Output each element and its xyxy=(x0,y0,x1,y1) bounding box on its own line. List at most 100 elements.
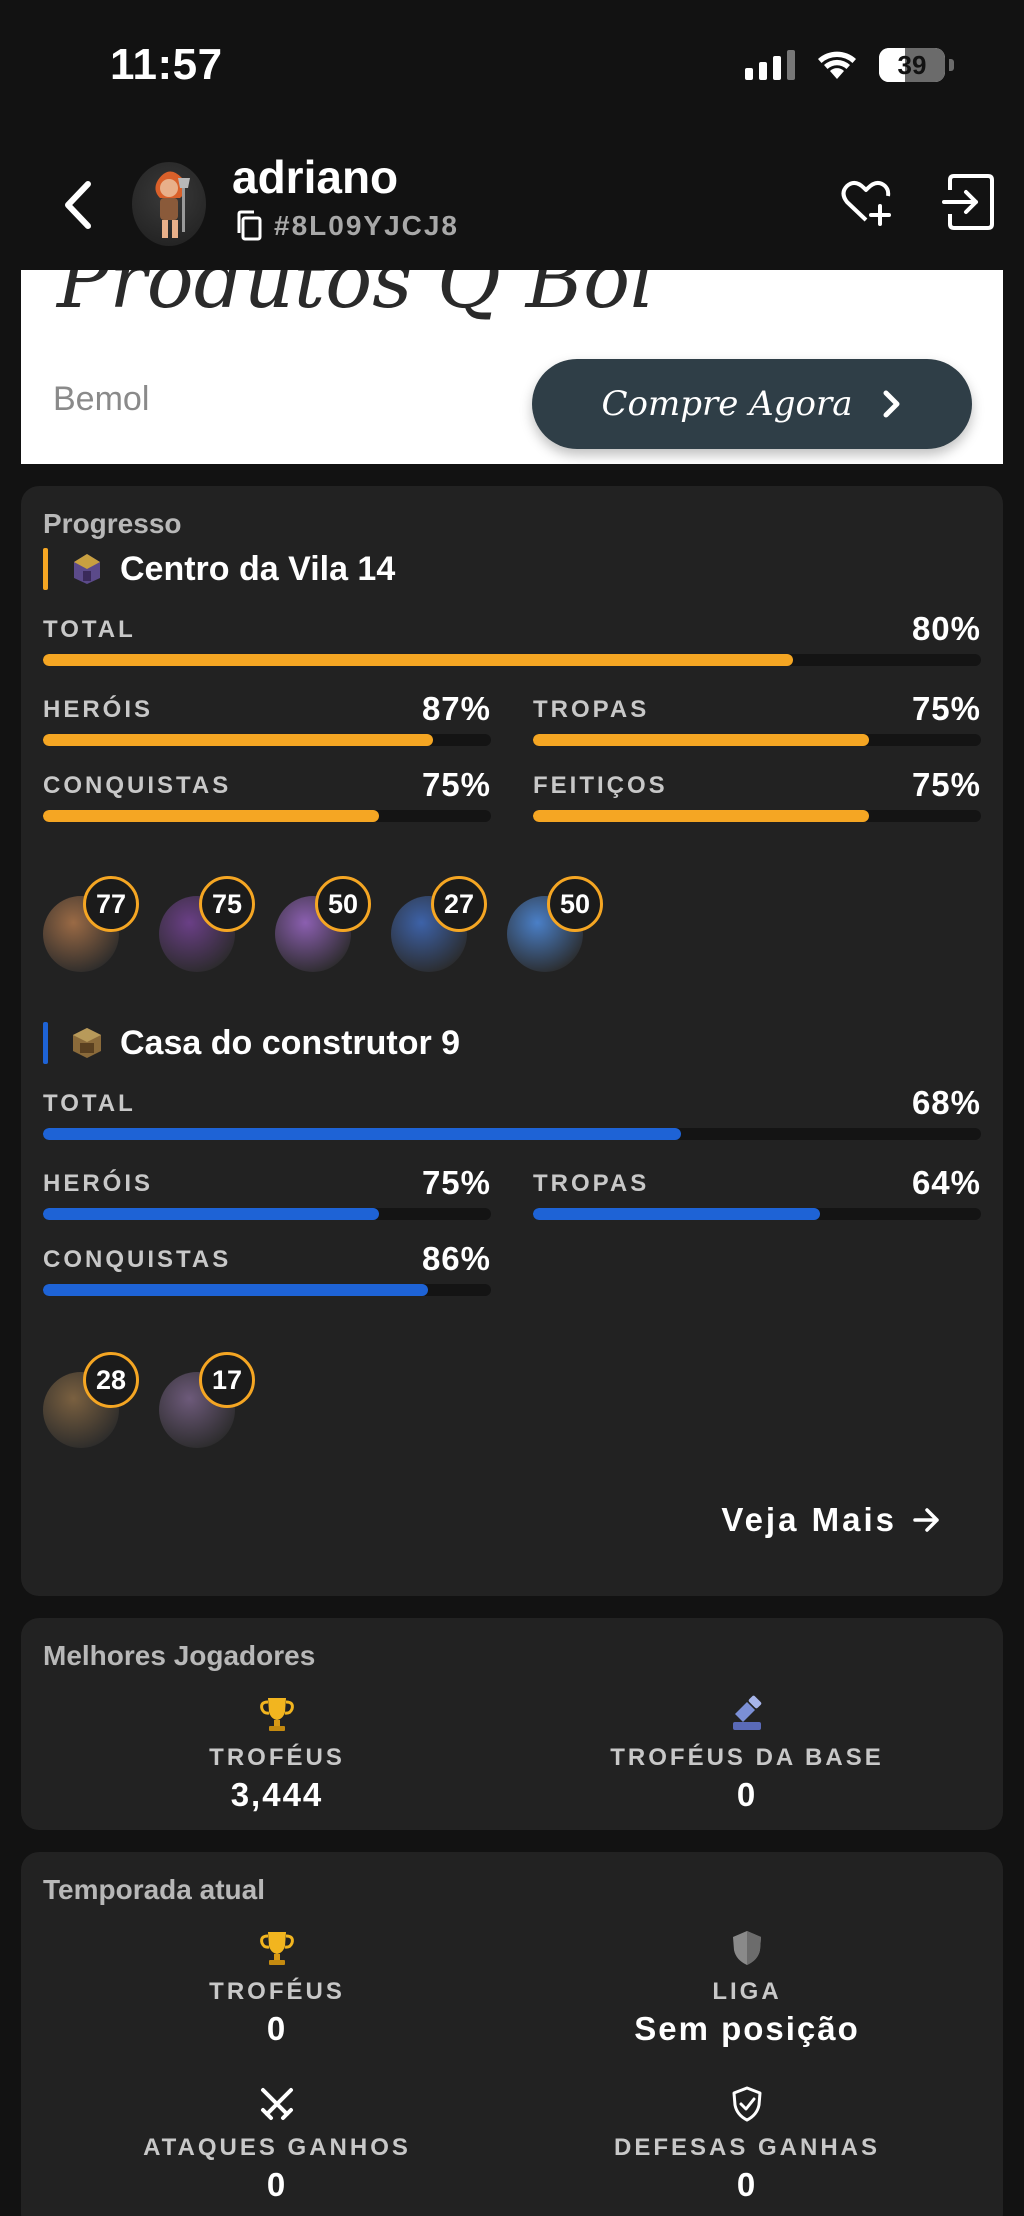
hero-grand-warden[interactable]: 50 xyxy=(275,876,391,976)
ad-banner[interactable]: Produtos Q Bol Bemol Compre Agora xyxy=(21,270,1003,464)
hero-level-badge: 28 xyxy=(83,1352,139,1408)
status-bar: 11:57 39 xyxy=(0,0,1024,140)
avatar xyxy=(132,162,206,246)
tropas-progress-fill xyxy=(533,1208,820,1220)
season-trophies-value: 0 xyxy=(266,2010,288,2047)
herois-progress-bar xyxy=(43,734,491,746)
hero-battle-copter[interactable]: 17 xyxy=(159,1352,275,1452)
best-trophies-stat: TROFÉUS 3,444 xyxy=(67,1694,487,1814)
wifi-icon xyxy=(818,51,856,79)
tropas-progress-bar xyxy=(533,734,981,746)
hero-level-badge: 77 xyxy=(83,876,139,932)
defenses-won-value: 0 xyxy=(736,2166,758,2203)
conquistas-progress-fill xyxy=(43,810,379,822)
conquistas-value: 86% xyxy=(421,1240,491,1277)
best-players-title: Melhores Jogadores xyxy=(43,1640,316,1671)
total-progress-bar xyxy=(43,1128,981,1140)
hero-level-badge: 50 xyxy=(315,876,371,932)
trophy-icon xyxy=(260,1698,294,1731)
builder-trophy-icon xyxy=(733,1695,762,1730)
tropas-label: TROPAS xyxy=(533,1170,650,1197)
best-builder-trophies-stat: TROFÉUS DA BASE 0 xyxy=(537,1694,957,1814)
herois-progress-fill xyxy=(43,1208,379,1220)
hero-barbarian-king[interactable]: 77 xyxy=(43,876,159,976)
tropas-progress-bar xyxy=(533,1208,981,1220)
status-icons: 39 xyxy=(745,48,954,82)
herois-progress-fill xyxy=(43,734,433,746)
feiticos-label: FEITIÇOS xyxy=(533,772,668,799)
herois-label: HERÓIS xyxy=(43,1170,154,1197)
attacks-won-stat: ATAQUES GANHOS 0 xyxy=(67,2084,487,2204)
town-hall-icon xyxy=(74,554,100,584)
attacks-won-label: ATAQUES GANHOS xyxy=(143,2134,411,2161)
conquistas-label: CONQUISTAS xyxy=(43,772,232,799)
builder-hall-icon xyxy=(73,1028,101,1058)
builder-hall-header: Casa do construtor 9 xyxy=(43,1022,460,1064)
tropas-progress-fill xyxy=(533,734,869,746)
season-league-value: Sem posição xyxy=(634,2010,860,2047)
defenses-won-stat: DEFESAS GANHAS 0 xyxy=(537,2084,957,2204)
attacks-won-value: 0 xyxy=(266,2166,288,2203)
best-trophies-value: 3,444 xyxy=(230,1776,324,1813)
logout-icon[interactable] xyxy=(940,172,998,232)
hero-level-badge: 50 xyxy=(547,876,603,932)
see-more-link[interactable]: Veja Mais xyxy=(721,1501,941,1539)
season-trophies-stat: TROFÉUS 0 xyxy=(67,1928,487,2048)
battery-icon: 39 xyxy=(879,48,945,82)
hero-level-badge: 75 xyxy=(199,876,255,932)
hero-level-badge: 17 xyxy=(199,1352,255,1408)
section-accent-bar xyxy=(43,1022,48,1064)
season-league-stat: LIGA Sem posição xyxy=(537,1928,957,2048)
herois-label: HERÓIS xyxy=(43,696,154,723)
hero-archer-queen[interactable]: 75 xyxy=(159,876,275,976)
total-value: 68% xyxy=(911,1084,981,1121)
hero-royal-champion[interactable]: 27 xyxy=(391,876,507,976)
ad-brand: Bemol xyxy=(53,380,150,418)
herois-value: 75% xyxy=(421,1164,491,1201)
ad-cta-button[interactable]: Compre Agora xyxy=(532,359,972,449)
favorite-add-icon[interactable] xyxy=(838,174,894,230)
crossed-swords-icon xyxy=(261,2088,293,2120)
best-trophies-label: TROFÉUS xyxy=(209,1744,345,1771)
player-tag-row[interactable]: #8L09YJCJ8 xyxy=(234,210,459,242)
builder-hall-title: Casa do construtor 9 xyxy=(120,1023,461,1062)
total-progress-fill xyxy=(43,654,794,666)
hero-minion-prince[interactable]: 50 xyxy=(507,876,623,976)
total-progress-fill xyxy=(43,1128,681,1140)
progress-title: Progresso xyxy=(43,508,182,539)
total-progress-bar xyxy=(43,654,981,666)
feiticos-progress-bar xyxy=(533,810,981,822)
progress-card: Progresso Centro da Vila 14 TOTAL 80% HERÓ… xyxy=(21,486,1003,1596)
copy-icon[interactable] xyxy=(234,210,264,242)
see-more-label: Veja Mais xyxy=(721,1501,897,1538)
arrow-right-icon xyxy=(913,1508,939,1532)
hero-level-badge: 27 xyxy=(431,876,487,932)
player-name: adriano xyxy=(232,151,399,203)
conquistas-progress-bar xyxy=(43,810,491,822)
total-label: TOTAL xyxy=(43,1090,136,1117)
battery-level: 39 xyxy=(897,49,927,80)
defenses-won-label: DEFESAS GANHAS xyxy=(613,2134,881,2161)
conquistas-value: 75% xyxy=(421,766,491,803)
best-builder-trophies-label: TROFÉUS DA BASE xyxy=(610,1744,884,1771)
back-icon[interactable] xyxy=(50,170,110,240)
season-trophies-label: TROFÉUS xyxy=(209,1978,345,2005)
hero-battle-machine[interactable]: 28 xyxy=(43,1352,159,1452)
current-season-title: Temporada atual xyxy=(43,1874,265,1905)
conquistas-progress-fill xyxy=(43,1284,429,1296)
total-value: 80% xyxy=(911,610,981,647)
player-tag: #8L09YJCJ8 xyxy=(274,210,460,241)
battery-tip xyxy=(949,59,954,71)
herois-progress-bar xyxy=(43,1208,491,1220)
town-hall-header: Centro da Vila 14 xyxy=(43,548,395,590)
trophy-icon xyxy=(260,1932,294,1965)
conquistas-progress-bar xyxy=(43,1284,491,1296)
league-shield-icon xyxy=(733,1931,761,1965)
tropas-label: TROPAS xyxy=(533,696,650,723)
conquistas-label: CONQUISTAS xyxy=(43,1246,232,1273)
section-accent-bar xyxy=(43,548,48,590)
herois-value: 87% xyxy=(421,690,491,727)
best-builder-trophies-value: 0 xyxy=(736,1776,758,1813)
feiticos-value: 75% xyxy=(911,766,981,803)
ad-cta-label: Compre Agora xyxy=(601,384,853,424)
